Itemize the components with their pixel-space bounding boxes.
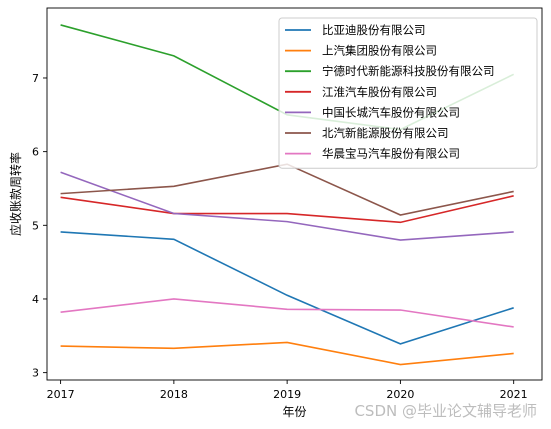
series-line-6 [60, 298, 514, 328]
y-tick-label: 4 [32, 293, 39, 306]
x-tick-label: 2018 [160, 388, 188, 401]
x-axis: 2017 2018 2019 2020 2021 [47, 380, 528, 401]
y-tick-label: 6 [32, 146, 39, 159]
x-axis-label: 年份 [282, 405, 306, 419]
x-tick-label: 2017 [47, 388, 75, 401]
y-tick-label: 7 [32, 72, 39, 85]
series-line-3 [60, 195, 514, 224]
y-axis: 3 4 5 6 7 [32, 72, 47, 380]
legend-label-6: 华晨宝马汽车股份有限公司 [322, 147, 460, 161]
x-tick-label: 2021 [500, 388, 528, 401]
legend-label-4: 中国长城汽车股份有限公司 [322, 105, 460, 119]
y-tick-label: 5 [32, 219, 39, 232]
y-tick-label: 3 [32, 367, 39, 380]
legend-label-5: 北汽新能源股份有限公司 [322, 126, 449, 140]
y-axis-label: 应收账款周转率 [8, 152, 23, 236]
series-line-0 [60, 231, 514, 345]
legend-label-1: 上汽集团股份有限公司 [322, 44, 437, 58]
legend-label-2: 宁德时代新能源科技股份有限公司 [322, 64, 495, 78]
legend: 比亚迪股份有限公司上汽集团股份有限公司宁德时代新能源科技股份有限公司江淮汽车股份… [278, 17, 538, 169]
series-line-1 [60, 341, 514, 366]
legend-box [278, 17, 538, 169]
x-tick-label: 2020 [386, 388, 414, 401]
legend-label-0: 比亚迪股份有限公司 [322, 23, 426, 37]
watermark: CSDN @毕业论文辅导老师 [354, 402, 537, 420]
x-tick-label: 2019 [273, 388, 301, 401]
series-line-4 [60, 171, 514, 241]
legend-label-3: 江淮汽车股份有限公司 [322, 85, 437, 99]
plot-frame [46, 7, 543, 381]
